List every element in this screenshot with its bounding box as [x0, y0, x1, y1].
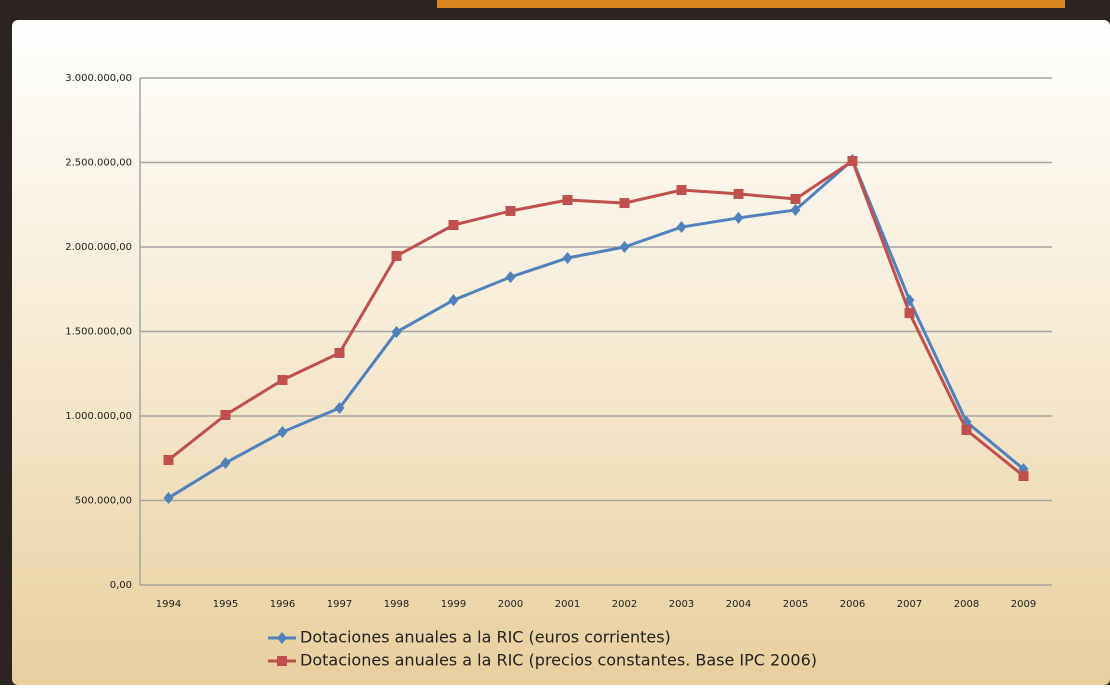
chart: 0,00 500.000,00 1.000.000,00 1.500.000,00 2.… — [0, 0, 1110, 685]
y-tick-label: 2.000.000,00 — [65, 242, 132, 253]
x-tick-label: 1998 — [384, 599, 409, 610]
x-tick-label: 2007 — [897, 599, 922, 610]
x-tick-label: 1996 — [270, 599, 295, 610]
y-tick-label: 3.000.000,00 — [65, 73, 132, 84]
x-tick-label: 1994 — [156, 599, 181, 610]
marker — [392, 251, 402, 261]
x-tick-label: 2006 — [840, 599, 865, 610]
marker — [677, 185, 687, 195]
x-tick-label: 2004 — [726, 599, 751, 610]
x-tick-label: 1995 — [213, 599, 238, 610]
marker — [278, 375, 288, 385]
header-bar — [437, 0, 1065, 8]
marker — [791, 194, 801, 204]
legend-label: Dotaciones anuales a la RIC (euros corri… — [300, 628, 671, 647]
marker — [734, 189, 744, 199]
legend-label: Dotaciones anuales a la RIC (precios con… — [300, 651, 817, 670]
marker — [620, 198, 630, 208]
y-tick-label: 500.000,00 — [75, 496, 132, 507]
legend-marker — [277, 656, 287, 666]
x-tick-label: 2008 — [954, 599, 979, 610]
marker — [449, 220, 459, 230]
marker — [848, 156, 858, 166]
y-tick-label: 1.500.000,00 — [65, 327, 132, 338]
y-tick-label: 2.500.000,00 — [65, 158, 132, 169]
x-tick-label: 2002 — [612, 599, 637, 610]
marker — [563, 195, 573, 205]
marker — [506, 206, 516, 216]
x-tick-label: 2001 — [555, 599, 580, 610]
y-tick-label: 0,00 — [110, 580, 132, 591]
x-tick-label: 2009 — [1011, 599, 1036, 610]
x-tick-label: 1999 — [441, 599, 466, 610]
marker — [335, 348, 345, 358]
marker — [905, 308, 915, 318]
y-tick-label: 1.000.000,00 — [65, 411, 132, 422]
marker — [221, 410, 231, 420]
marker — [962, 425, 972, 435]
page: 0,00 500.000,00 1.000.000,00 1.500.000,00 2.… — [0, 0, 1110, 685]
x-tick-label: 2005 — [783, 599, 808, 610]
x-tick-label: 1997 — [327, 599, 352, 610]
marker — [164, 455, 174, 465]
x-tick-label: 2003 — [669, 599, 694, 610]
x-tick-label: 2000 — [498, 599, 523, 610]
marker — [1019, 471, 1029, 481]
